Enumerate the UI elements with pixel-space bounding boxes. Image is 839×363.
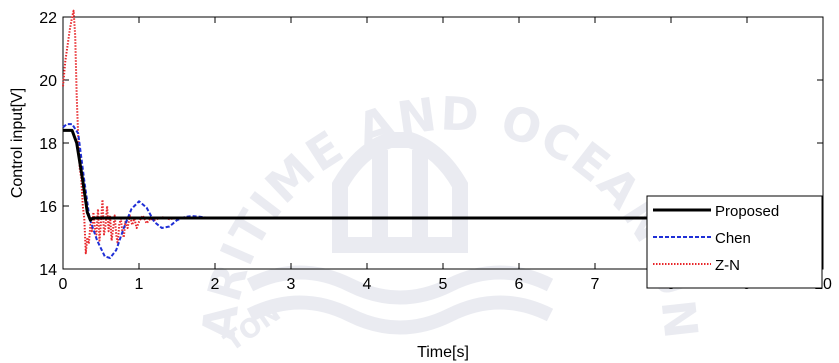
y-tick-label: 20: [39, 73, 57, 90]
x-tick-label: 0: [59, 276, 68, 293]
watermark-emblem: [246, 132, 554, 335]
x-tick-label: 5: [439, 276, 448, 293]
x-tick-label: 4: [363, 276, 372, 293]
series-lines: [62, 9, 824, 259]
x-tick-label: 3: [287, 276, 296, 293]
series-line-chen: [62, 123, 823, 259]
x-axis-label: Time[s]: [417, 344, 469, 361]
y-axis-label: Control input[V]: [9, 88, 26, 198]
x-tick-label: 7: [591, 276, 600, 293]
legend-label: Z-N: [715, 257, 740, 274]
y-tick-label: 18: [39, 136, 57, 153]
x-tick-label: 1: [135, 276, 144, 293]
series-line-proposed: [63, 128, 823, 222]
y-tick-label: 16: [39, 199, 57, 216]
legend: Proposed Chen Z-N: [646, 195, 823, 289]
university-watermark: KOREA MARITIME AND OCEAN UNIVERSITY TON: [0, 0, 707, 358]
legend-label: Proposed: [715, 203, 779, 220]
x-tick-label: 2: [211, 276, 220, 293]
y-tick-label: 14: [39, 262, 57, 279]
legend-label: Chen: [715, 230, 751, 247]
x-tick-label: 6: [515, 276, 524, 293]
y-tick-label: 22: [39, 10, 57, 27]
